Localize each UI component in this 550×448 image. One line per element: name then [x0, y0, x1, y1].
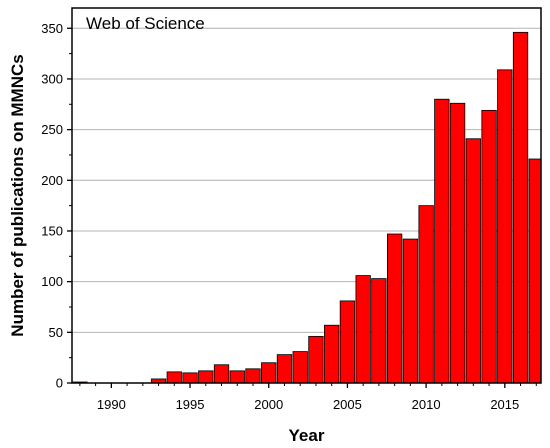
x-tick-label: 1995 — [176, 397, 205, 412]
y-tick-label: 350 — [41, 21, 63, 36]
bar — [371, 278, 387, 384]
y-tick-label: 250 — [41, 122, 63, 137]
bar — [261, 362, 277, 384]
bar — [308, 335, 324, 384]
bar — [512, 31, 529, 384]
x-tick-label: 2005 — [333, 397, 362, 412]
bar — [229, 370, 245, 384]
bars-group — [72, 31, 542, 384]
y-tick-label: 300 — [41, 71, 63, 86]
x-tick-label: 2015 — [490, 397, 519, 412]
bar — [339, 300, 356, 384]
y-tick-label: 150 — [41, 223, 63, 238]
y-tick-label: 200 — [41, 173, 63, 188]
y-tick-label: 50 — [49, 325, 63, 340]
y-axis-title: Number of publications on MMNCs — [8, 54, 27, 336]
x-axis-title: Year — [289, 426, 325, 445]
bar — [166, 371, 182, 384]
x-tick-label: 2010 — [412, 397, 441, 412]
axis-ticks — [67, 27, 537, 388]
bar — [402, 238, 419, 384]
bar — [386, 233, 403, 384]
bar — [449, 102, 466, 384]
bar — [465, 138, 481, 384]
bar — [198, 370, 214, 384]
grid-lines — [72, 27, 541, 333]
bar — [213, 364, 230, 384]
y-tick-label: 0 — [56, 376, 63, 391]
source-annotation: Web of Science — [86, 14, 205, 33]
x-tick-label: 1990 — [97, 397, 126, 412]
bar — [182, 372, 198, 384]
plot-frame — [71, 7, 542, 384]
tick-labels: 0 50 100 150 200 250 300 350 1990 1995 2000 2005 201… — [41, 21, 519, 412]
bar — [497, 69, 513, 384]
bar — [324, 324, 340, 384]
y-tick-label: 100 — [41, 274, 63, 289]
bar — [292, 351, 308, 384]
bar — [528, 158, 542, 384]
bar — [434, 98, 450, 384]
bar — [245, 368, 261, 384]
x-tick-label: 2000 — [254, 397, 283, 412]
bar — [481, 109, 497, 384]
bar — [276, 354, 293, 384]
bar — [355, 275, 371, 384]
bar — [418, 205, 434, 384]
